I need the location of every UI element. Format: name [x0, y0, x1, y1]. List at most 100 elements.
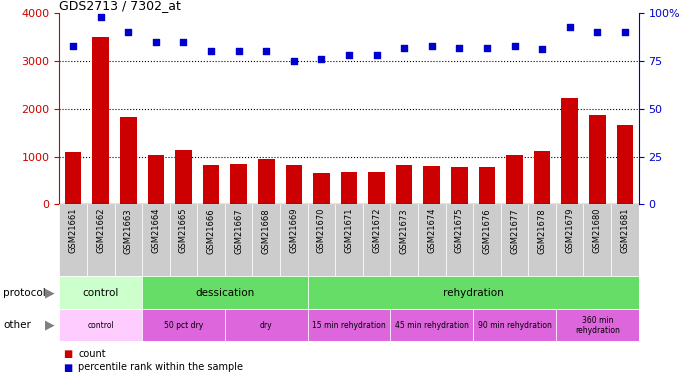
Text: control: control — [82, 288, 119, 297]
Text: 50 pct dry: 50 pct dry — [164, 321, 203, 330]
Text: GSM21677: GSM21677 — [510, 208, 519, 254]
Bar — [225, 309, 308, 341]
Bar — [142, 276, 308, 309]
Bar — [308, 276, 639, 309]
Point — [426, 43, 438, 49]
Text: GSM21680: GSM21680 — [593, 208, 602, 254]
Bar — [142, 204, 170, 276]
Text: other: other — [3, 320, 31, 330]
Bar — [418, 204, 445, 276]
Bar — [120, 117, 137, 204]
Bar — [390, 309, 473, 341]
Text: GSM21663: GSM21663 — [124, 208, 133, 254]
Bar — [59, 204, 87, 276]
Text: 15 min rehydration: 15 min rehydration — [312, 321, 386, 330]
Text: GSM21662: GSM21662 — [96, 208, 105, 254]
Point — [233, 48, 244, 54]
Bar — [92, 37, 109, 204]
Bar — [341, 172, 357, 204]
Point — [68, 43, 79, 49]
Bar — [396, 165, 413, 204]
Point — [178, 39, 189, 45]
Point — [399, 45, 410, 51]
Text: GSM21681: GSM21681 — [621, 208, 630, 254]
Bar — [335, 204, 363, 276]
Point — [592, 29, 603, 35]
Text: GSM21670: GSM21670 — [317, 208, 326, 254]
Bar — [59, 309, 142, 341]
Text: GSM21669: GSM21669 — [290, 208, 298, 254]
Text: ▶: ▶ — [45, 319, 54, 332]
Text: dessication: dessication — [195, 288, 255, 297]
Bar — [230, 164, 247, 204]
Bar — [280, 204, 308, 276]
Text: ▶: ▶ — [45, 286, 54, 299]
Bar — [473, 204, 500, 276]
Bar — [147, 154, 164, 204]
Bar — [616, 126, 633, 204]
Text: GSM21675: GSM21675 — [455, 208, 464, 254]
Bar — [369, 172, 385, 204]
Bar — [611, 204, 639, 276]
Text: control: control — [87, 321, 114, 330]
Bar — [390, 204, 418, 276]
Point — [205, 48, 216, 54]
Text: GSM21672: GSM21672 — [372, 208, 381, 254]
Text: GSM21676: GSM21676 — [482, 208, 491, 254]
Bar — [451, 166, 468, 204]
Text: 45 min rehydration: 45 min rehydration — [395, 321, 468, 330]
Bar — [203, 165, 219, 204]
Bar — [175, 150, 192, 204]
Bar — [87, 204, 114, 276]
Point — [288, 58, 299, 64]
Text: 360 min
rehydration: 360 min rehydration — [575, 316, 620, 335]
Bar — [142, 309, 225, 341]
Point — [150, 39, 161, 45]
Text: GSM21673: GSM21673 — [400, 208, 408, 254]
Text: ■: ■ — [63, 350, 72, 359]
Bar — [308, 204, 335, 276]
Bar — [253, 204, 280, 276]
Bar — [589, 115, 606, 204]
Point — [619, 29, 630, 35]
Point — [454, 45, 465, 51]
Bar — [65, 152, 82, 204]
Text: GSM21679: GSM21679 — [565, 208, 574, 254]
Point — [564, 24, 575, 30]
Bar — [363, 204, 390, 276]
Bar — [59, 276, 142, 309]
Text: dry: dry — [260, 321, 272, 330]
Bar — [285, 165, 302, 204]
Text: 90 min rehydration: 90 min rehydration — [477, 321, 551, 330]
Text: GSM21678: GSM21678 — [537, 208, 547, 254]
Point — [509, 43, 520, 49]
Text: GSM21666: GSM21666 — [207, 208, 216, 254]
Point — [260, 48, 272, 54]
Bar — [445, 204, 473, 276]
Text: protocol: protocol — [3, 288, 46, 297]
Text: count: count — [78, 350, 106, 359]
Bar — [556, 309, 639, 341]
Bar — [308, 309, 390, 341]
Text: GSM21671: GSM21671 — [345, 208, 353, 254]
Text: GSM21668: GSM21668 — [262, 208, 271, 254]
Bar — [534, 151, 551, 204]
Bar — [584, 204, 611, 276]
Text: GSM21661: GSM21661 — [68, 208, 77, 254]
Point — [343, 52, 355, 58]
Text: ■: ■ — [63, 363, 72, 372]
Bar — [170, 204, 198, 276]
Point — [123, 29, 134, 35]
Text: GSM21665: GSM21665 — [179, 208, 188, 254]
Bar — [561, 98, 578, 204]
Point — [315, 56, 327, 62]
Bar — [506, 155, 523, 204]
Text: GSM21667: GSM21667 — [234, 208, 243, 254]
Bar — [198, 204, 225, 276]
Text: GDS2713 / 7302_at: GDS2713 / 7302_at — [59, 0, 181, 12]
Point — [482, 45, 493, 51]
Bar — [479, 166, 495, 204]
Bar — [225, 204, 253, 276]
Point — [537, 46, 548, 53]
Text: GSM21664: GSM21664 — [151, 208, 161, 254]
